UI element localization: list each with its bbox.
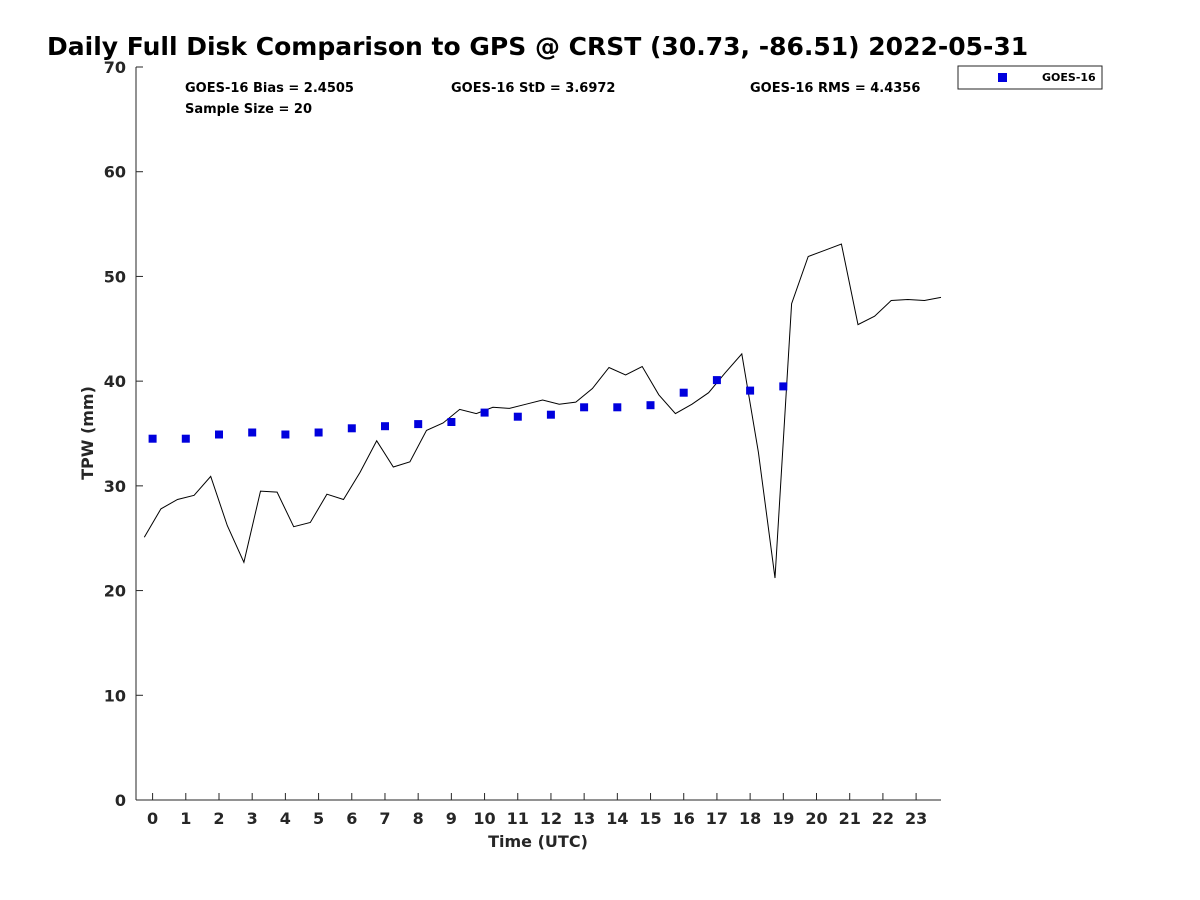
x-tick-label: 6 [346, 809, 357, 828]
y-tick-label: 10 [104, 686, 126, 705]
goes16-point [148, 434, 157, 443]
x-tick-label: 23 [905, 809, 927, 828]
x-tick-label: 15 [639, 809, 661, 828]
goes16-point [314, 428, 323, 437]
x-tick-label: 18 [739, 809, 761, 828]
goes16-point [613, 403, 622, 412]
goes16-point [181, 434, 190, 443]
y-tick-label: 30 [104, 477, 126, 496]
goes16-point [580, 403, 589, 412]
goes16-point [381, 422, 389, 431]
x-tick-label: 22 [872, 809, 894, 828]
goes16-series [148, 376, 788, 443]
goes16-point [248, 428, 257, 437]
goes16-point [447, 418, 456, 426]
x-tick-label: 7 [379, 809, 390, 828]
goes16-point [347, 424, 356, 433]
x-tick-label: 20 [805, 809, 827, 828]
x-tick-label: 14 [606, 809, 628, 828]
x-tick-label: 16 [673, 809, 695, 828]
x-tick-label: 13 [573, 809, 595, 828]
bias-stat: GOES-16 Bias = 2.4505 [185, 81, 354, 96]
goes16-point [414, 420, 423, 429]
x-tick-label: 4 [280, 809, 291, 828]
legend-goes16-marker [998, 73, 1007, 82]
goes16-point [646, 401, 655, 410]
legend-box [957, 65, 1103, 90]
x-tick-label: 1 [180, 809, 191, 828]
legend-goes16-label: GOES-16 [1042, 71, 1096, 84]
y-tick-label: 50 [104, 267, 126, 286]
goes16-point [679, 388, 688, 397]
x-tick-label: 11 [507, 809, 529, 828]
y-ticks: 0 10 20 30 40 50 60 70 [104, 58, 143, 810]
goes16-point [712, 376, 721, 385]
goes16-point [215, 430, 223, 439]
x-tick-label: 8 [413, 809, 424, 828]
std-stat: GOES-16 StD = 3.6972 [451, 81, 615, 96]
goes16-point [746, 386, 755, 395]
chart-title: Daily Full Disk Comparison to GPS @ CRST… [47, 32, 1028, 61]
x-tick-label: 12 [540, 809, 562, 828]
rms-stat: GOES-16 RMS = 4.4356 [750, 81, 920, 96]
x-tick-label: 17 [706, 809, 728, 828]
y-tick-label: 70 [104, 58, 126, 77]
x-tick-label: 5 [313, 809, 324, 828]
y-axis-label: TPW (mm) [78, 386, 97, 480]
y-tick-label: 20 [104, 582, 126, 601]
goes16-point [480, 408, 489, 417]
x-tick-label: 19 [772, 809, 794, 828]
goes16-point [779, 382, 788, 391]
y-tick-label: 40 [104, 372, 126, 391]
x-tick-label: 21 [839, 809, 861, 828]
legend: GOES-16 [957, 65, 1103, 90]
x-tick-label: 9 [446, 809, 457, 828]
x-tick-label: 10 [473, 809, 495, 828]
x-tick-label: 3 [247, 809, 258, 828]
x-tick-label: 2 [213, 809, 224, 828]
x-axis-label: Time (UTC) [488, 832, 588, 851]
x-tick-label: 0 [147, 809, 158, 828]
sample-size-stat: Sample Size = 20 [185, 102, 312, 117]
goes16-point [513, 412, 522, 421]
x-ticks: 0 1 2 3 4 5 6 7 8 9 10 11 12 13 14 15 16 17 18 19 20 21 22 23 [147, 793, 927, 828]
goes16-point [546, 410, 555, 419]
gps-series-line [143, 243, 942, 579]
goes16-point [281, 430, 290, 439]
y-tick-label: 60 [104, 163, 126, 182]
y-tick-label: 0 [115, 791, 126, 810]
